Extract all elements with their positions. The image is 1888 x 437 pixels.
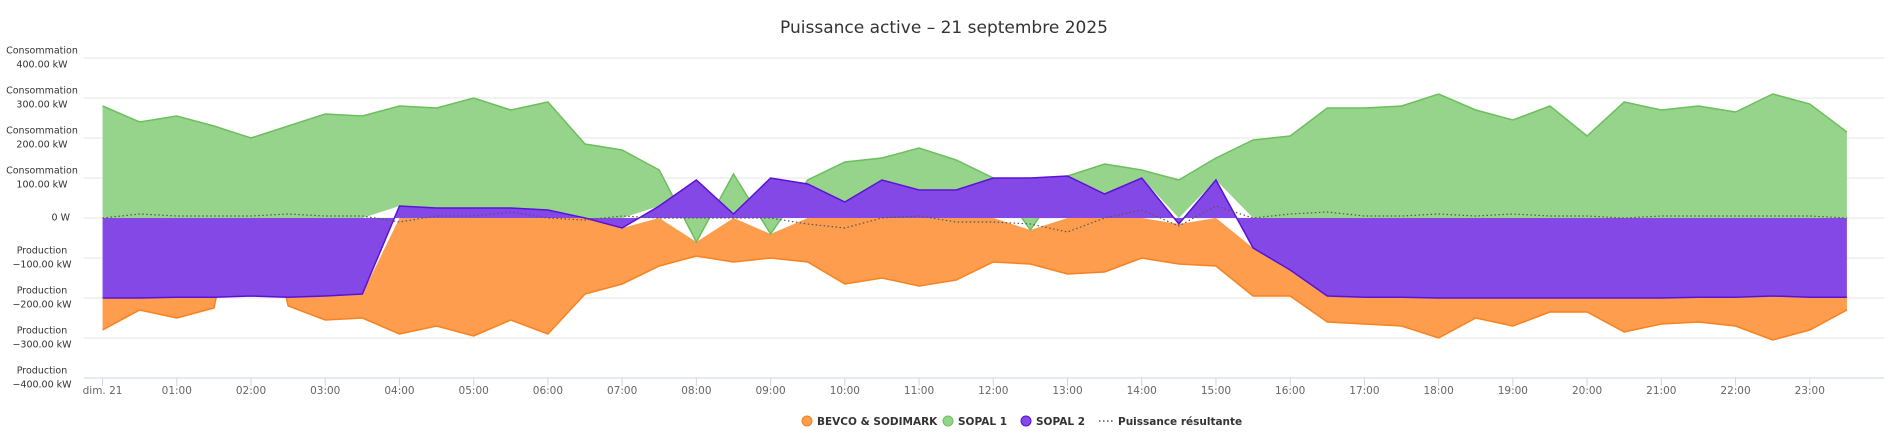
y-tick-label: 300.00 kW [16,100,68,111]
x-tick-label: 14:00 [1127,385,1157,397]
series-line [102,137,1848,341]
chart-title: Puissance active – 21 septembre 2025 [780,18,1108,38]
x-tick-label: 01:00 [162,385,192,397]
y-tick-caption: Consommation [6,46,78,57]
legend-label: SOPAL 2 [1036,416,1085,428]
x-tick-label: 09:00 [755,385,785,397]
x-tick-label: 07:00 [607,385,637,397]
y-tick-label: −100.00 kW [12,260,72,271]
x-tick-label: 06:00 [533,385,563,397]
x-tick-label: 23:00 [1795,385,1825,397]
x-tick-label: 21:00 [1646,385,1676,397]
y-tick-caption: Consommation [6,166,78,177]
x-tick-label: 05:00 [459,385,489,397]
series-line [102,93,1848,244]
x-tick-label: 20:00 [1572,385,1602,397]
y-tick-caption: Production [17,286,68,297]
area [102,138,1847,340]
y-tick-caption: Consommation [6,86,78,97]
y-tick-label: −300.00 kW [12,340,72,351]
y-tick-label: −400.00 kW [12,380,72,391]
series-line [102,175,1847,299]
area [102,176,1847,298]
x-tick-label: 10:00 [830,385,860,397]
x-tick-label: 19:00 [1498,385,1528,397]
x-tick-label: 18:00 [1424,385,1454,397]
x-tick-label: 11:00 [904,385,934,397]
y-tick-label: 400.00 kW [16,60,68,71]
y-tick-label: 200.00 kW [16,140,68,151]
x-tick-label: 16:00 [1275,385,1305,397]
y-tick-caption: Production [17,326,68,337]
legend-label: BEVCO & SODIMARK [817,416,938,428]
x-tick-label: dim. 21 [83,385,123,397]
x-tick-label: 04:00 [384,385,414,397]
x-tick-label: 15:00 [1201,385,1231,397]
legend-marker [1020,415,1032,427]
y-tick-caption: Production [17,366,68,377]
x-tick-label: 22:00 [1720,385,1750,397]
legend-marker [942,415,954,427]
y-tick-caption: Consommation [6,126,78,137]
x-tick-label: 13:00 [1052,385,1082,397]
x-tick-label: 02:00 [236,385,266,397]
x-tick-label: 03:00 [310,385,340,397]
legend-label: SOPAL 1 [958,416,1007,428]
x-tick-label: 12:00 [978,385,1008,397]
legend-marker [801,415,813,427]
x-tick-label: 08:00 [681,385,711,397]
x-tick-label: 17:00 [1349,385,1379,397]
y-tick-caption: Production [17,246,68,257]
area [102,94,1847,242]
y-tick-label: 100.00 kW [16,180,68,191]
legend-item: Puissance résultante [1099,416,1242,428]
legend-label: Puissance résultante [1118,416,1242,428]
series-line [102,205,1847,233]
y-tick-label: 0 W [52,213,71,224]
legend-item: BEVCO & SODIMARK [801,415,938,428]
legend-item: SOPAL 1 [942,415,1007,428]
legend-item: SOPAL 2 [1020,415,1085,428]
y-tick-label: −200.00 kW [12,300,72,311]
